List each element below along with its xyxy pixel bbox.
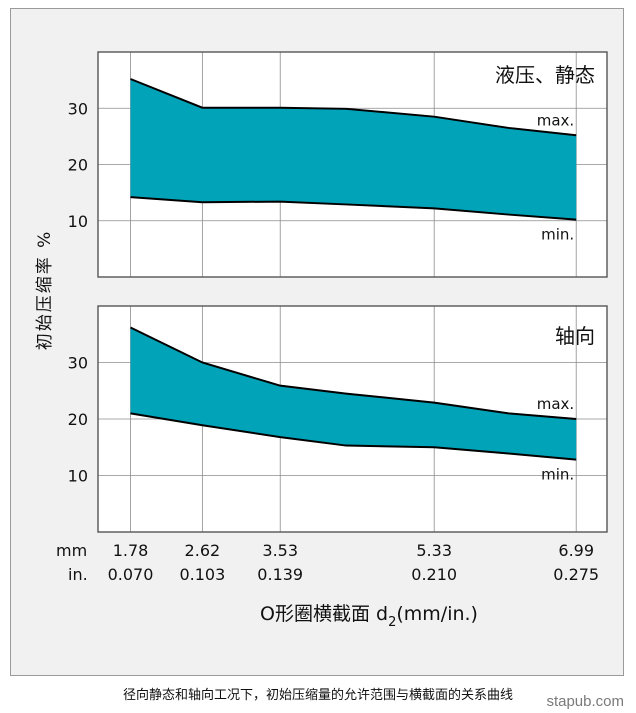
x-unit-mm: mm — [56, 541, 87, 560]
x-tick-label-in: 0.103 — [179, 565, 225, 584]
range-band — [130, 79, 577, 220]
series-line-min — [130, 412, 577, 461]
series-line-max — [130, 326, 577, 420]
y-tick-label: 10 — [68, 467, 88, 486]
series-label-max: max. — [537, 395, 574, 413]
y-tick-label: 20 — [68, 410, 88, 429]
x-axis-label-sub: 2 — [388, 615, 396, 630]
x-tick-label-in: 0.275 — [553, 565, 599, 584]
panel-2: max. min. 10 20 30 轴向 — [68, 305, 608, 533]
x-tick-label-in: 0.210 — [411, 565, 457, 584]
x-tick-label-in: 0.070 — [108, 565, 154, 584]
panel-title: 轴向 — [555, 324, 595, 348]
range-band — [130, 327, 577, 460]
y-tick-label: 20 — [68, 156, 88, 175]
y-axis-label: 初始压缩率 % — [35, 230, 55, 351]
x-axis-label: O形圈横截面 d2(mm/in.) — [260, 603, 478, 630]
x-axis-label-unit: (mm/in.) — [396, 603, 478, 625]
series-label-min: min. — [541, 466, 574, 484]
panel-title: 液压、静态 — [495, 63, 595, 87]
x-axis-label-main: O形圈横截面 d — [260, 603, 388, 625]
series-line-min — [130, 196, 577, 221]
y-tick-label: 30 — [68, 99, 88, 118]
y-tick-label: 30 — [68, 354, 88, 373]
series-label-max: max. — [537, 111, 574, 129]
panel-frame — [97, 51, 608, 278]
panel-frame — [97, 305, 608, 533]
x-unit-in: in. — [68, 565, 88, 584]
y-tick-label: 10 — [68, 212, 88, 231]
x-tick-label-in: 0.139 — [257, 565, 303, 584]
series-line-max — [130, 78, 577, 137]
series-label-min: min. — [541, 226, 574, 244]
x-tick-label-mm: 6.99 — [558, 541, 594, 560]
x-tick-label-mm: 1.78 — [113, 541, 149, 560]
x-tick-label-mm: 5.33 — [416, 541, 452, 560]
x-tick-label-mm: 2.62 — [185, 541, 221, 560]
figure-caption: 径向静态和轴向工况下，初始压缩量的允许范围与横截面的关系曲线 — [122, 688, 513, 703]
watermark: stapub.com — [546, 693, 624, 710]
x-tick-label-mm: 3.53 — [262, 541, 298, 560]
panel-1: max. min. 10 20 30 液压、静态 — [68, 51, 608, 278]
